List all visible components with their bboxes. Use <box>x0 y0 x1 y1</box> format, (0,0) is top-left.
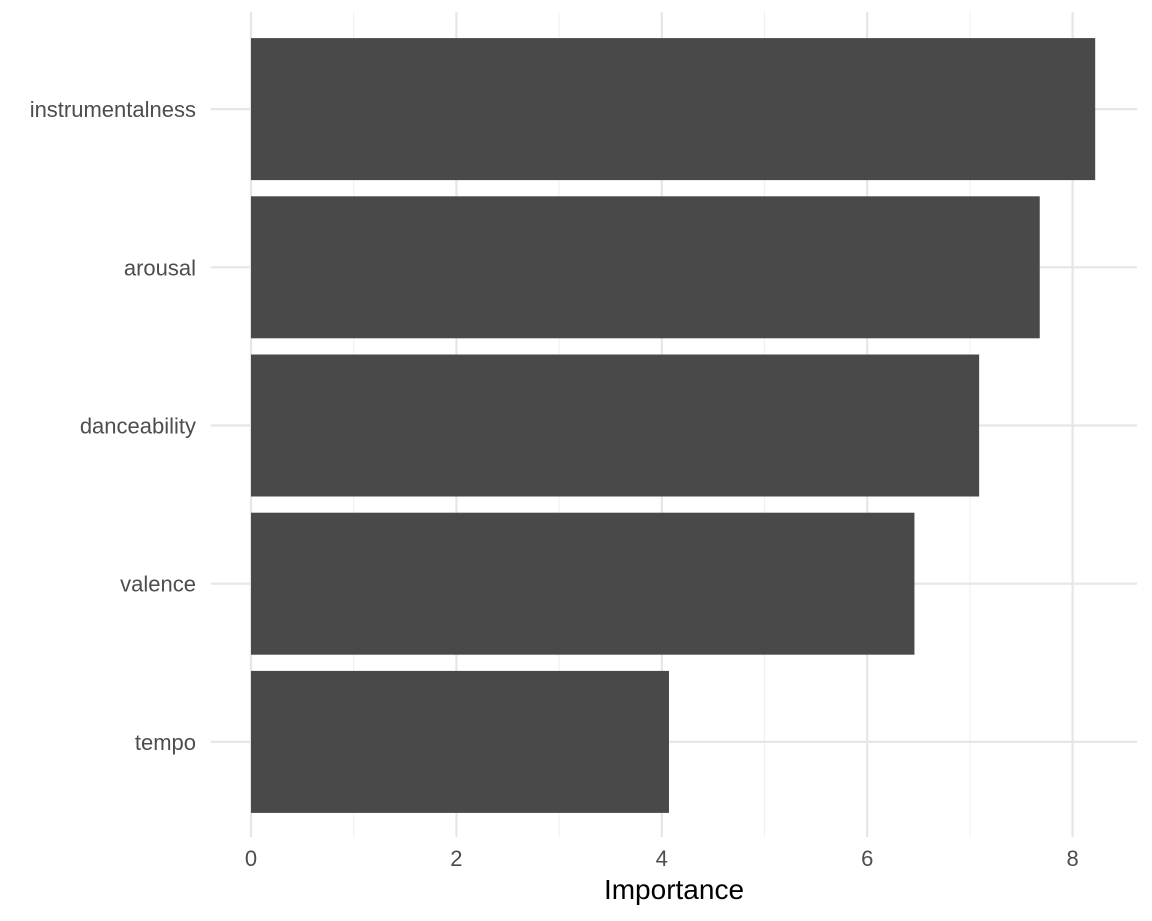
y-axis-labels: instrumentalness arousal danceability valen… <box>30 97 196 755</box>
x-tick-label: 8 <box>1066 846 1078 871</box>
y-tick-label: instrumentalness <box>30 97 196 122</box>
x-tick-label: 2 <box>450 846 462 871</box>
y-tick-label: valence <box>120 572 196 597</box>
y-tick-label: danceability <box>80 414 196 439</box>
x-tick-label: 6 <box>861 846 873 871</box>
x-tick-label: 4 <box>656 846 668 871</box>
x-tick-label: 0 <box>245 846 257 871</box>
bar-valence <box>251 512 915 655</box>
y-tick-label: arousal <box>124 255 196 280</box>
bars <box>251 38 1096 813</box>
bar-tempo <box>251 670 669 813</box>
y-tick-label: tempo <box>135 730 196 755</box>
x-axis-title: Importance <box>604 874 744 905</box>
bar-danceability <box>251 354 980 497</box>
bar-instrumentalness <box>251 38 1096 181</box>
bar-arousal <box>251 196 1040 339</box>
x-axis-labels: 0 2 4 6 8 <box>245 846 1079 871</box>
